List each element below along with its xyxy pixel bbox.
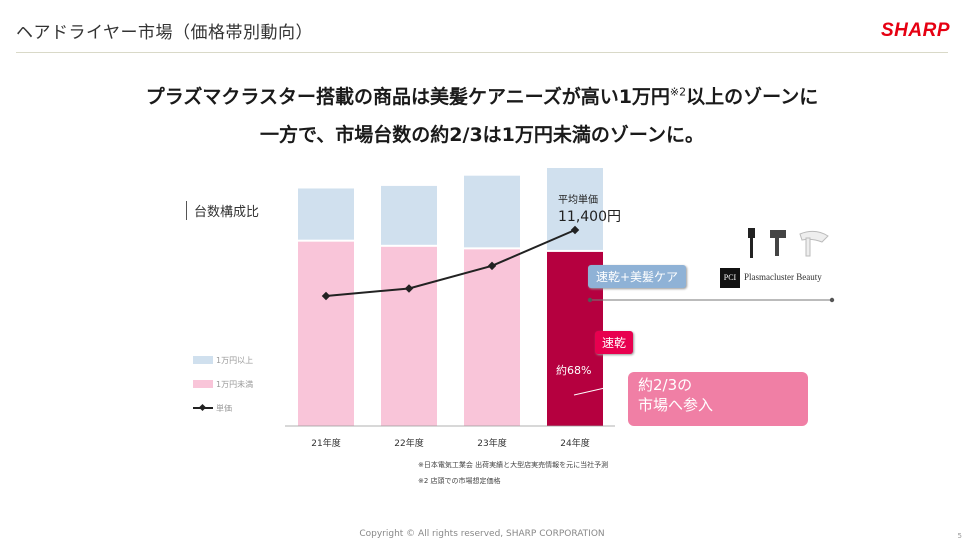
callout-box: 約2/3の 市場へ参入 xyxy=(628,372,808,426)
brand-name: Plasmacluster Beauty xyxy=(744,272,822,283)
x-tick-label: 24年度 xyxy=(560,437,589,449)
bar-under-10k-2 xyxy=(381,246,437,426)
x-tick-label: 22年度 xyxy=(394,437,423,449)
bar-under-10k-1 xyxy=(298,241,354,426)
note-1: ※日本電気工業会 出荷実績と大型店実売情報を元に当社予測 xyxy=(418,461,609,469)
basic-tag: 速乾 xyxy=(595,331,634,354)
avg-price-point xyxy=(321,291,331,301)
page-title: ヘアドライヤー市場（価格帯別動向） xyxy=(16,23,313,43)
line-label-title: 平均単価 xyxy=(558,193,598,206)
legend-marker xyxy=(198,403,207,412)
premium-tag: 速乾+美髪ケア xyxy=(588,265,687,288)
brand-logo: PCI Plasmacluster Beauty xyxy=(720,268,822,288)
page-number: 5 xyxy=(957,532,962,540)
legend-label: 1万円未満 xyxy=(216,379,253,389)
headline-line-1: プラズマクラスター搭載の商品は美髪ケアニーズが高い1万円※2以上のゾーンに xyxy=(145,85,819,108)
note-2: ※2 店頭での市場想定価格 xyxy=(418,477,501,485)
x-tick-label: 23年度 xyxy=(477,437,506,449)
bar-over-10k-1 xyxy=(298,188,354,240)
line-label-value: 11,400円 xyxy=(558,209,621,225)
legend-swatch xyxy=(193,380,213,388)
avg-price-point xyxy=(487,261,497,271)
premium-range-end xyxy=(829,297,835,303)
headline-line-2: 一方で、市場台数の約2/3は1万円未満のゾーンに。 xyxy=(260,124,704,146)
x-tick-label: 21年度 xyxy=(311,437,340,449)
legend-label: 1万円以上 xyxy=(216,356,253,365)
premium-range-start xyxy=(587,297,593,303)
callout-line-2: 市場へ参入 xyxy=(638,395,714,414)
legend-label: 単価 xyxy=(216,403,232,413)
avg-price-point xyxy=(404,284,414,293)
bar-over-10k-2 xyxy=(381,185,437,245)
bar-over-10k-3 xyxy=(464,175,520,248)
legend-swatch xyxy=(193,356,213,364)
bar-value-label: 約68% xyxy=(556,363,591,377)
axis-title: 台数構成比 xyxy=(186,201,259,220)
footer-copyright: Copyright © All rights reserved, SHARP C… xyxy=(359,529,605,539)
sharp-logo: SHARP xyxy=(880,20,950,41)
avg-price-line xyxy=(325,229,576,297)
callout-line-1: 約2/3の xyxy=(638,376,693,394)
brand-badge-icon: PCI xyxy=(720,268,740,288)
bar-over-10k-4 xyxy=(547,168,603,250)
bar-under-10k-3 xyxy=(464,249,520,426)
header-divider xyxy=(16,52,948,53)
dryer-products-icon xyxy=(748,228,829,258)
